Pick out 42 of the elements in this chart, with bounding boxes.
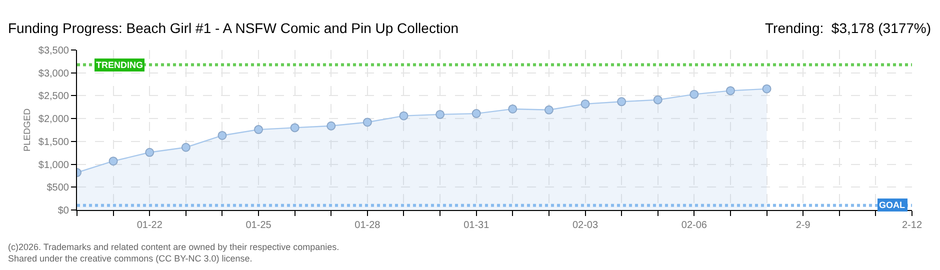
- point: [690, 90, 699, 99]
- y-tick-label: $0: [58, 206, 70, 216]
- chart-subtitle: Trending: $3,178 (3177%): [765, 20, 932, 36]
- point: [362, 118, 372, 127]
- text: Shared under the creative commons (CC BY-NC 3.0) license.: [8, 254, 252, 264]
- point: [762, 84, 772, 94]
- point: [580, 99, 590, 108]
- ref-line-label: TRENDING: [96, 60, 143, 70]
- point: [399, 111, 408, 120]
- point: [726, 86, 735, 96]
- point: [617, 97, 626, 106]
- y-tick-label: $3,500: [38, 46, 70, 56]
- x-tick-label: 01-31: [464, 220, 490, 231]
- x-tick-label: 02-06: [681, 220, 708, 231]
- point: [544, 105, 554, 114]
- y-tick-label: $1,000: [38, 160, 70, 171]
- point: [108, 156, 118, 166]
- point: [145, 148, 154, 157]
- text: (c)2026. Trademarks and related content are owned by their respective companies.: [8, 242, 340, 252]
- point: [326, 121, 336, 130]
- point: [653, 95, 662, 104]
- point: [218, 130, 227, 140]
- point: [290, 123, 300, 132]
- y-tick-label: $1,500: [38, 136, 70, 148]
- y-tick-label: $2,500: [38, 91, 70, 102]
- y-tick-label: $2,000: [38, 114, 70, 126]
- point: [436, 110, 445, 119]
- x-tick-label: 02-03: [572, 220, 598, 231]
- chart-title: Funding Progress: Beach Girl #1 - A NSFW Comic and Pin Up Collection: [8, 20, 459, 36]
- x-tick-label: 2-12: [902, 220, 922, 231]
- point: [508, 104, 518, 114]
- x-tick-label: 01-25: [246, 220, 272, 231]
- x-tick-label: 2-9: [796, 220, 811, 231]
- ref-line-label: GOAL: [879, 200, 906, 210]
- x-tick-label: 01-22: [136, 220, 163, 231]
- y-axis-title: PLEDGED: [22, 108, 32, 152]
- point: [181, 142, 190, 152]
- point: [472, 109, 481, 118]
- point: [254, 125, 264, 134]
- y-tick-label: $3,000: [38, 68, 70, 80]
- x-tick-label: 01-28: [354, 220, 381, 231]
- y-tick-label: $500: [46, 182, 70, 194]
